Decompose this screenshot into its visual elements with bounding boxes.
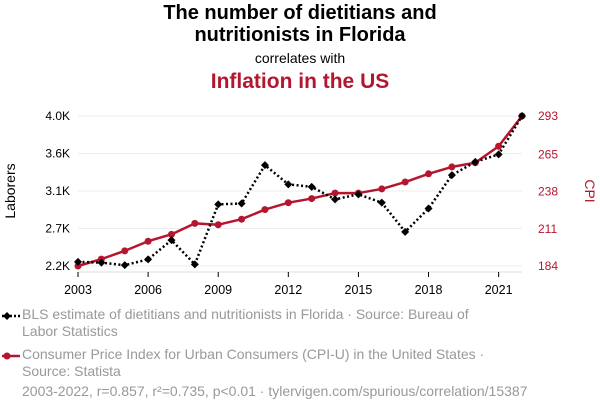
- cpi-point: [378, 185, 386, 193]
- legend-label-cpi: Consumer Price Index for Urban Consumers…: [22, 346, 485, 379]
- dietitians-point: [190, 260, 199, 269]
- cpi-point: [214, 221, 222, 229]
- cpi-point: [261, 206, 269, 214]
- cpi-point: [191, 219, 199, 227]
- right-tick-label: 184: [538, 259, 558, 273]
- x-tick-label: 2012: [274, 283, 302, 297]
- left-tick-label: 3.6K: [45, 147, 70, 161]
- dietitians-point: [260, 161, 269, 170]
- left-axis-ticks: 2.2K 2.7K 3.1K 3.6K 4.0K: [45, 109, 70, 273]
- legend-line-circle-icon: [2, 352, 20, 360]
- right-tick-label: 238: [538, 185, 558, 199]
- dietitians-point: [120, 261, 129, 270]
- dietitians-point: [74, 257, 82, 266]
- dietitians-point: [447, 171, 456, 180]
- dietitians-line: [77, 115, 524, 267]
- cpi-point: [401, 178, 409, 186]
- dietitians-point: [377, 198, 386, 207]
- x-tick-label: 2015: [345, 283, 373, 297]
- x-tick-label: 2021: [485, 283, 513, 297]
- dietitians-point: [307, 182, 316, 191]
- legend-label-dietitians: BLS estimate of dietitians and nutrition…: [22, 306, 469, 339]
- dietitians-point: [471, 157, 480, 166]
- dietitians-point: [424, 204, 433, 213]
- cpi-point: [144, 237, 152, 245]
- legend-dotted-diamond-icon: [2, 312, 20, 320]
- cpi-line: [77, 115, 523, 268]
- left-tick-label: 2.7K: [45, 222, 70, 236]
- dietitians-point: [518, 112, 526, 120]
- correlates-with-label: correlates with: [254, 50, 346, 66]
- cpi-point: [167, 230, 175, 238]
- cpi-point: [284, 199, 292, 207]
- footer-stats: 2003-2022, r=0.857, r²=0.735, p<0.01 · t…: [22, 383, 528, 399]
- right-tick-label: 293: [538, 109, 558, 123]
- grid-lines: [78, 115, 522, 273]
- right-axis-ticks: 184 211 238 265 293: [538, 109, 558, 273]
- cpi-point: [448, 163, 456, 171]
- dietitians-point: [494, 150, 503, 159]
- cpi-point: [308, 195, 316, 203]
- right-tick-label: 265: [538, 148, 558, 162]
- cpi-point: [238, 215, 246, 223]
- right-tick-label: 211: [538, 222, 557, 236]
- dietitians-point: [214, 200, 223, 209]
- x-tick-label: 2006: [134, 283, 162, 297]
- chart-title-line-2: nutritionists in Florida: [194, 24, 406, 46]
- dietitians-point: [284, 180, 293, 189]
- x-tick-label: 2009: [204, 283, 232, 297]
- dietitians-point: [167, 236, 176, 245]
- left-axis-label: Laborers: [2, 163, 18, 218]
- dietitians-point: [354, 190, 363, 199]
- x-tick-label: 2018: [415, 283, 443, 297]
- right-axis-label: CPI: [582, 179, 598, 202]
- x-tick-label: 2003: [64, 283, 92, 297]
- x-axis-ticks: 2003 2006 2009 2012 2015 2018 2021: [64, 272, 513, 297]
- cpi-point: [425, 170, 433, 178]
- dietitians-point: [331, 195, 340, 204]
- dietitians-point: [97, 258, 106, 267]
- cpi-point: [121, 247, 129, 255]
- series-dietitians: [74, 112, 526, 270]
- cpi-point: [74, 262, 82, 270]
- left-tick-label: 4.0K: [45, 109, 70, 123]
- dietitians-point: [401, 227, 410, 236]
- chart-title-line-1: The number of dietitians and: [163, 2, 437, 24]
- dietitians-point: [144, 255, 153, 264]
- chart-area: 2.2K 2.7K 3.1K 3.6K 4.0K 184 211 238 265 293 200…: [2, 109, 598, 297]
- cpi-point: [495, 142, 503, 150]
- series-cpi: [74, 112, 526, 270]
- chart-title-line-3: Inflation in the US: [210, 70, 390, 93]
- left-tick-label: 3.1K: [45, 184, 70, 198]
- dietitians-point: [237, 199, 246, 208]
- left-tick-label: 2.2K: [45, 259, 70, 273]
- cpi-point: [331, 189, 339, 197]
